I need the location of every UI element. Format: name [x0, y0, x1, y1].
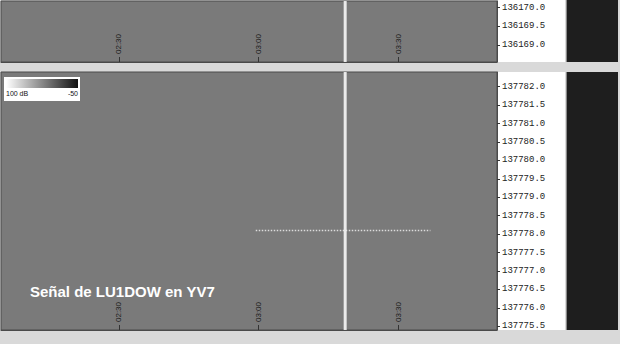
- svg-text:02:30: 02:30: [114, 33, 123, 54]
- svg-text:03:00: 03:00: [254, 33, 263, 54]
- svg-text:137779.0: 137779.0: [502, 192, 545, 202]
- svg-text:136170.0: 136170.0: [502, 3, 545, 13]
- svg-text:137775.5: 137775.5: [502, 321, 545, 331]
- svg-text:137778.5: 137778.5: [502, 211, 545, 221]
- svg-text:137779.5: 137779.5: [502, 174, 545, 184]
- svg-text:137776.0: 137776.0: [502, 303, 545, 313]
- svg-text:02:30: 02:30: [114, 301, 123, 322]
- svg-text:137780.0: 137780.0: [502, 155, 545, 165]
- svg-text:03:00: 03:00: [254, 301, 263, 322]
- svg-text:137781.5: 137781.5: [502, 100, 545, 110]
- svg-text:137777.5: 137777.5: [502, 248, 545, 258]
- svg-text:Señal de LU1DOW en YV7: Señal de LU1DOW en YV7: [30, 283, 215, 300]
- svg-text:100 dB: 100 dB: [6, 90, 29, 97]
- svg-text:137781.0: 137781.0: [502, 119, 545, 129]
- svg-text:137780.5: 137780.5: [502, 137, 545, 147]
- svg-text:-50: -50: [68, 90, 78, 97]
- svg-text:137778.0: 137778.0: [502, 229, 545, 239]
- svg-text:03:30: 03:30: [394, 301, 403, 322]
- svg-text:136169.0: 136169.0: [502, 40, 545, 50]
- svg-text:137776.5: 137776.5: [502, 284, 545, 294]
- svg-text:137782.0: 137782.0: [502, 82, 545, 92]
- svg-text:03:30: 03:30: [394, 33, 403, 54]
- svg-text:136169.5: 136169.5: [502, 21, 545, 31]
- svg-text:137777.0: 137777.0: [502, 266, 545, 276]
